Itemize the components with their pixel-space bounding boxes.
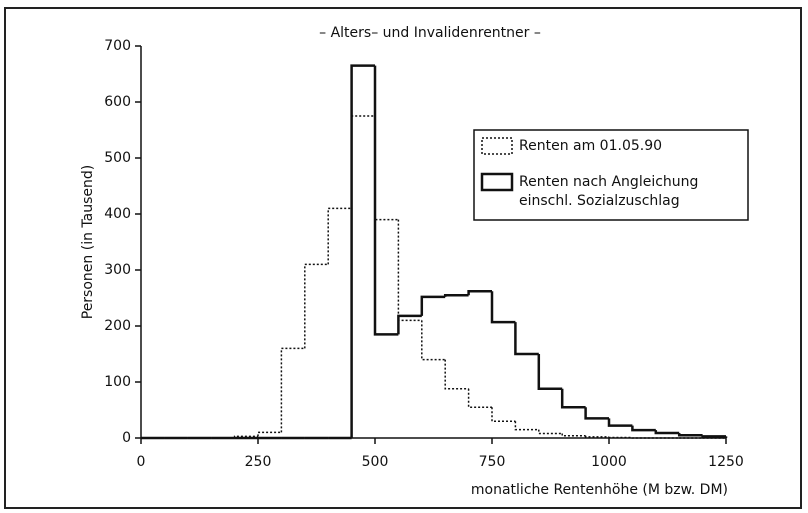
histogram-step: [561, 433, 586, 437]
histogram-step: [420, 295, 446, 316]
x-tick-label: 1250: [708, 454, 744, 470]
histogram-step: [443, 293, 469, 297]
histogram-step: [631, 437, 656, 439]
histogram-step: [421, 320, 446, 361]
histogram-step: [280, 347, 305, 433]
histogram-step: [514, 421, 539, 431]
y-tick-label: 100: [104, 374, 131, 390]
legend: [473, 129, 749, 221]
histogram-step: [444, 359, 469, 390]
histogram-step: [608, 436, 633, 439]
legend-label-line: einschl. Sozialzuschlag: [519, 193, 680, 209]
histogram-step: [397, 219, 422, 322]
y-tick-label: 700: [104, 38, 131, 54]
histogram-step: [584, 407, 609, 420]
histogram-step: [584, 435, 609, 438]
histogram-step: [491, 407, 516, 422]
x-tick-label: 1000: [591, 454, 627, 470]
histogram-step: [538, 429, 563, 435]
histogram-step: [654, 430, 680, 435]
histogram-step: [631, 425, 656, 432]
x-tick-label: 750: [479, 454, 506, 470]
y-tick-label: 500: [104, 150, 131, 166]
histogram-step: [257, 431, 282, 437]
histogram-step: [490, 291, 516, 324]
y-tick-label: 300: [104, 262, 131, 278]
histogram-step: [373, 65, 399, 336]
histogram-step: [607, 418, 633, 427]
y-tick-label: 0: [122, 430, 131, 446]
legend-label: Renten nach Angleichung einschl. Sozialzu…: [519, 174, 698, 209]
histogram-step: [350, 115, 375, 209]
histogram-step: [327, 207, 352, 265]
legend-swatch: [481, 137, 513, 155]
x-tick-label: 0: [137, 454, 146, 470]
histogram-step: [677, 432, 703, 437]
histogram-step: [560, 388, 586, 409]
y-tick-label: 200: [104, 318, 131, 334]
x-tick-label: 500: [362, 454, 389, 470]
histogram-step: [350, 64, 375, 438]
x-axis-label: monatliche Rentenhöhe (M bzw. DM): [471, 482, 728, 498]
histogram-step: [701, 435, 726, 438]
y-tick-label: 400: [104, 206, 131, 222]
histogram-step: [467, 388, 492, 408]
histogram-step: [514, 322, 539, 356]
histogram-step: [304, 263, 329, 349]
legend-label: Renten am 01.05.90: [519, 138, 662, 154]
x-tick-label: 250: [245, 454, 272, 470]
legend-swatch: [480, 172, 514, 192]
frame: [4, 7, 802, 509]
histogram-step: [374, 116, 399, 221]
y-tick-label: 600: [104, 94, 131, 110]
histogram-step: [397, 314, 422, 335]
legend-label-line: Renten nach Angleichung: [519, 174, 698, 190]
chart-title: – Alters– und Invalidenrentner –: [319, 25, 541, 41]
histogram-step: [467, 290, 492, 296]
y-axis-label: Personen (in Tausend): [80, 165, 96, 319]
histogram-step: [537, 354, 563, 390]
